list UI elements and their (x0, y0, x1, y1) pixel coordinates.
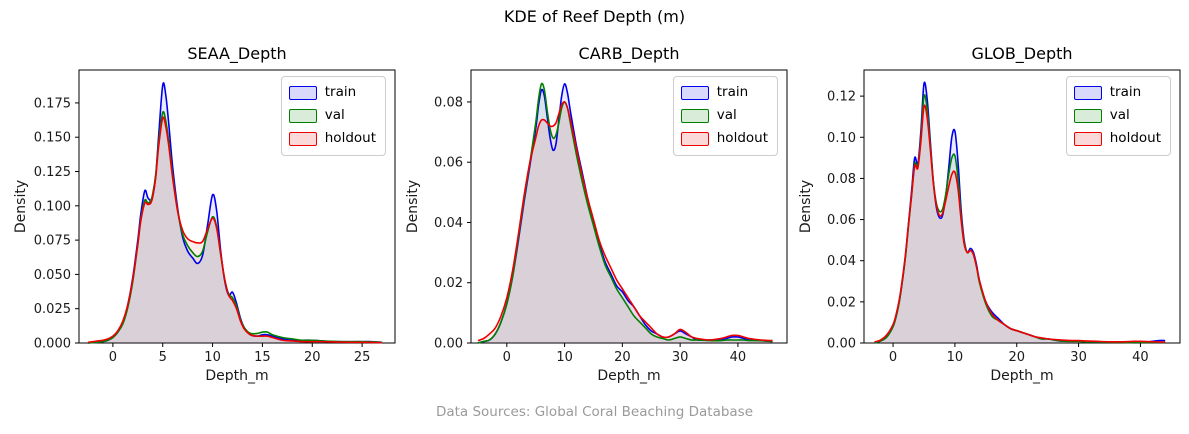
legend-item-holdout: holdout (680, 128, 768, 150)
x-tick-label: 10 (556, 350, 573, 365)
legend-label-holdout: holdout (324, 130, 376, 147)
x-tick-label: 15 (254, 350, 271, 365)
y-tick-label: 0.025 (34, 302, 71, 317)
kde-line-holdout (87, 116, 383, 344)
x-tick-label: 0 (109, 350, 117, 365)
legend-swatch-train (1073, 86, 1102, 100)
legend-swatch-val (680, 109, 709, 123)
subplot-carb_depth: 0 10 20 30 40 0.00 0.02 0.04 0.06 0.08 Depth_m Dens… (405, 69, 788, 384)
x-tick-label: 30 (672, 350, 689, 365)
x-tick-label: 0 (503, 350, 511, 365)
figure-title: KDE of Reef Depth (m) (503, 7, 686, 26)
y-tick-label: 0.08 (434, 95, 463, 110)
legend-swatch-val (1073, 109, 1102, 123)
kde-fill-val (874, 94, 1166, 343)
legend-carb: train val holdout (672, 76, 778, 156)
axes-box (863, 69, 1181, 344)
legend-label-val: val (324, 107, 345, 124)
y-tick-label: 0.050 (34, 268, 71, 283)
kde-fill-holdout (87, 117, 383, 343)
y-tick-label: 0.02 (827, 295, 856, 310)
legend-swatch-train (680, 86, 709, 100)
x-tick-label: 10 (947, 350, 964, 365)
kde-fill-train (874, 82, 1166, 344)
subplot-glob_depth: 0 10 20 30 40 0.00 0.02 0.04 0.06 0.08 0.10 0.12 Dep… (798, 69, 1181, 384)
x-axis-label: Depth_m (205, 368, 268, 384)
y-tick-label: 0.06 (827, 213, 856, 228)
y-tick-label: 0.06 (434, 156, 463, 171)
legend-swatch-holdout (288, 132, 317, 146)
y-axis-label: Density (13, 180, 29, 233)
y-tick-label: 0.150 (34, 131, 71, 146)
y-tick-label: 0.04 (434, 216, 463, 231)
y-tick-label: 0.08 (827, 172, 856, 187)
subplot-title-seaa: SEAA_Depth (187, 44, 287, 63)
y-axis-label: Density (405, 180, 421, 233)
legend-item-val: val (680, 105, 768, 127)
legend-item-holdout: holdout (1073, 128, 1161, 150)
kde-line-holdout (477, 101, 773, 342)
legend-label-val: val (716, 107, 737, 124)
x-tick-label: 20 (614, 350, 631, 365)
legend-label-train: train (324, 84, 357, 101)
kde-line-holdout (874, 104, 1166, 343)
x-tick-label: 20 (304, 350, 321, 365)
y-tick-label: 0.04 (827, 254, 856, 269)
axes-box (470, 69, 788, 344)
legend-swatch-holdout (680, 132, 709, 146)
data-source-note: Data Sources: Global Coral Beaching Data… (435, 404, 754, 420)
x-tick-label: 25 (354, 350, 371, 365)
y-tick-label: 0.000 (34, 337, 71, 352)
kde-fill-holdout (477, 101, 773, 344)
y-tick-label: 0.100 (34, 199, 71, 214)
kde-fill-train (87, 82, 383, 343)
subplot-title-carb: CARB_Depth (578, 44, 680, 63)
legend-label-train: train (716, 84, 749, 101)
legend-swatch-holdout (1073, 132, 1102, 146)
x-tick-label: 0 (889, 350, 897, 365)
kde-curves (87, 82, 383, 344)
legend-swatch-train (288, 86, 317, 100)
y-tick-label: 0.125 (34, 165, 71, 180)
subplot-seaa_depth: 0 5 10 15 20 25 0.000 0.025 0.050 0.075 0.100 0.125… (13, 69, 396, 384)
legend-item-val: val (1073, 105, 1161, 127)
legend-item-holdout: holdout (288, 128, 376, 150)
legend-label-holdout: holdout (716, 130, 768, 147)
y-tick-label: 0.075 (34, 234, 71, 249)
kde-curves (477, 82, 773, 344)
y-tick-label: 0.12 (827, 90, 856, 105)
legend-label-train: train (1109, 84, 1142, 101)
x-tick-label: 30 (1070, 350, 1087, 365)
x-tick-label: 10 (204, 350, 221, 365)
x-tick-label: 40 (730, 350, 747, 365)
x-tick-label: 40 (1132, 350, 1149, 365)
legend-item-train: train (1073, 82, 1161, 104)
legend-label-holdout: holdout (1109, 130, 1161, 147)
legend-item-val: val (288, 105, 376, 127)
y-tick-label: 0.10 (827, 131, 856, 146)
x-axis-label: Depth_m (597, 368, 660, 384)
y-tick-label: 0.02 (434, 276, 463, 291)
legend-seaa: train val holdout (280, 76, 386, 156)
axes-box (78, 69, 396, 344)
legend-item-train: train (680, 82, 768, 104)
y-axis-label: Density (798, 180, 814, 233)
legend-item-train: train (288, 82, 376, 104)
kde-fill-val (87, 111, 383, 343)
y-tick-label: 0.00 (827, 337, 856, 352)
x-tick-label: 20 (1008, 350, 1025, 365)
x-axis-label: Depth_m (990, 368, 1053, 384)
legend-label-val: val (1109, 107, 1130, 124)
legend-glob: train val holdout (1065, 76, 1171, 156)
y-tick-label: 0.00 (434, 337, 463, 352)
legend-swatch-val (288, 109, 317, 123)
y-tick-label: 0.175 (34, 96, 71, 111)
subplot-title-glob: GLOB_Depth (971, 44, 1073, 63)
x-tick-label: 5 (159, 350, 167, 365)
kde-curves (874, 81, 1166, 344)
kde-fill-holdout (874, 105, 1166, 343)
